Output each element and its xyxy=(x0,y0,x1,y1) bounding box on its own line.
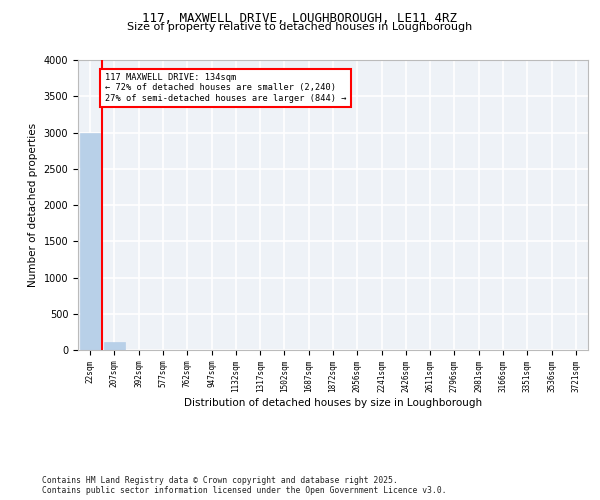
Text: 117, MAXWELL DRIVE, LOUGHBOROUGH, LE11 4RZ: 117, MAXWELL DRIVE, LOUGHBOROUGH, LE11 4… xyxy=(143,12,458,26)
Text: Contains HM Land Registry data © Crown copyright and database right 2025.
Contai: Contains HM Land Registry data © Crown c… xyxy=(42,476,446,495)
Bar xyxy=(80,132,100,350)
X-axis label: Distribution of detached houses by size in Loughborough: Distribution of detached houses by size … xyxy=(184,398,482,407)
Text: Size of property relative to detached houses in Loughborough: Size of property relative to detached ho… xyxy=(127,22,473,32)
Text: 117 MAXWELL DRIVE: 134sqm
← 72% of detached houses are smaller (2,240)
27% of se: 117 MAXWELL DRIVE: 134sqm ← 72% of detac… xyxy=(105,73,346,103)
Y-axis label: Number of detached properties: Number of detached properties xyxy=(28,123,38,287)
Bar xyxy=(104,342,125,350)
